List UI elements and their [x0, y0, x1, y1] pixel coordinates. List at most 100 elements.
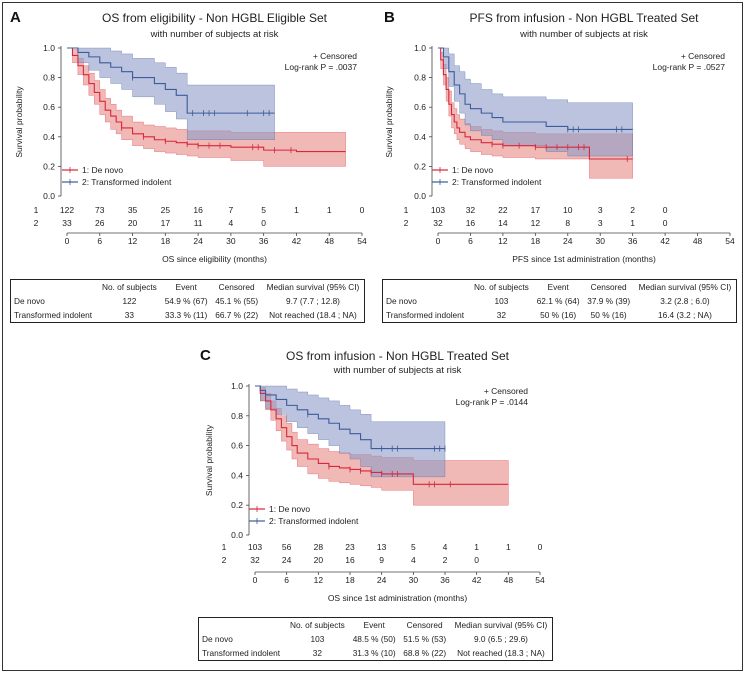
table-cell: 3.2 (2.8 ; 6.0): [660, 296, 710, 306]
table-cell: Not reached (18.3 ; NA): [457, 648, 545, 658]
at-risk-count: 1: [506, 542, 511, 552]
logrank-label: Log-rank P = .0144: [456, 397, 529, 407]
x-tick-label: 6: [97, 236, 102, 246]
y-tick-label: 0.4: [231, 470, 243, 480]
y-tick-label: 0.6: [231, 441, 243, 451]
at-risk-count: 73: [95, 205, 105, 215]
header-cell: [383, 280, 470, 294]
at-risk-group-id: 1: [34, 205, 39, 215]
at-risk-count: 103: [248, 542, 262, 552]
x-tick-label: 24: [563, 236, 573, 246]
table-cell: 51.5 % (53): [403, 634, 447, 644]
x-tick-label: 48: [324, 236, 334, 246]
at-risk-count: 12: [531, 218, 541, 228]
x-tick-label: 36: [628, 236, 638, 246]
header-cell: [11, 280, 98, 294]
panel-letter: B: [384, 9, 395, 26]
at-risk-count: 9: [379, 555, 384, 565]
summary-table-a: No. of subjects Event Censored Median su…: [10, 279, 365, 323]
chart-panel-c: C OS from infusion - Non HGBL Treated Set…: [200, 347, 545, 603]
at-risk-count: 1: [327, 205, 332, 215]
header-cell: Censored: [218, 282, 255, 292]
at-risk-count: 0: [360, 205, 365, 215]
x-tick-label: 36: [259, 236, 269, 246]
header-cell: Censored: [590, 282, 627, 292]
header-cell: [199, 618, 286, 632]
table-cell: 45.1 % (55): [215, 296, 259, 306]
table-cell: 9.0 (6.5 ; 29.6): [473, 634, 528, 644]
at-risk-count: 5: [411, 542, 416, 552]
legend-label: 2: Transformed indolent: [82, 177, 172, 187]
table-cell: 31.3 % (10): [352, 648, 396, 658]
table-cell: 50 % (16): [540, 310, 577, 320]
at-risk-count: 22: [498, 205, 508, 215]
legend-label: 2: Transformed indolent: [269, 516, 359, 526]
x-tick-label: 30: [226, 236, 236, 246]
table-cell: 32: [496, 310, 507, 320]
x-tick-label: 42: [660, 236, 670, 246]
header-cell: No. of subjects: [101, 282, 157, 292]
at-risk-count: 28: [314, 542, 324, 552]
table-cell: 66.7 % (22): [215, 310, 259, 320]
table-cell: 50 % (16): [590, 310, 627, 320]
table-cell: 33: [124, 310, 135, 320]
at-risk-count: 1: [294, 205, 299, 215]
table-row: De novo 103 62.1 % (64) 37.9 % (39) 3.2 …: [383, 294, 736, 308]
chart-subtitle: with number of subjects at risk: [519, 29, 648, 40]
x-tick-label: 12: [128, 236, 138, 246]
legend-label: 1: De novo: [82, 165, 123, 175]
summary-header-row: No. of subjects Event Censored Median su…: [199, 618, 552, 632]
y-tick-label: 0.6: [414, 102, 426, 112]
panel-letter: C: [200, 347, 211, 364]
at-risk-group-id: 1: [404, 205, 409, 215]
at-risk-count: 35: [128, 205, 138, 215]
x-tick-label: 12: [498, 236, 508, 246]
header-cell: Median survival (95% CI): [454, 620, 548, 630]
at-risk-count: 56: [282, 542, 292, 552]
at-risk-count: 20: [314, 555, 324, 565]
table-cell: 54.9 % (67): [164, 296, 208, 306]
table-cell: 37.9 % (39): [587, 296, 631, 306]
y-tick-label: 1.0: [414, 43, 426, 53]
at-risk-count: 7: [229, 205, 234, 215]
header-cell: No. of subjects: [289, 620, 345, 630]
x-tick-label: 6: [468, 236, 473, 246]
table-row: De novo 103 48.5 % (50) 51.5 % (53) 9.0 …: [199, 632, 552, 646]
x-tick-label: 24: [193, 236, 203, 246]
x-tick-label: 30: [595, 236, 605, 246]
x-tick-label: 6: [284, 575, 289, 585]
at-risk-count: 2: [443, 555, 448, 565]
at-risk-count: 1: [630, 218, 635, 228]
at-risk-count: 4: [411, 555, 416, 565]
x-axis-label: OS since 1st administration (months): [328, 593, 468, 603]
at-risk-count: 0: [261, 218, 266, 228]
censored-legend-label: + Censored: [484, 386, 528, 396]
at-risk-count: 23: [345, 542, 355, 552]
y-tick-label: 0.4: [414, 132, 426, 142]
x-axis-label: PFS since 1st administration (months): [512, 254, 656, 264]
y-axis-label: Survival probability: [384, 86, 394, 158]
logrank-label: Log-rank P = .0527: [653, 62, 726, 72]
chart-title: PFS from infusion - Non HGBL Treated Set: [470, 11, 700, 25]
at-risk-count: 32: [250, 555, 260, 565]
table-cell: Transformed indolent: [202, 648, 281, 658]
at-risk-count: 0: [663, 218, 668, 228]
summary-header-row: No. of subjects Event Censored Median su…: [383, 280, 736, 294]
km-curve-de-novo: [67, 47, 346, 153]
x-tick-label: 24: [377, 575, 387, 585]
at-risk-count: 16: [193, 205, 203, 215]
table-cell: 103: [310, 634, 325, 644]
at-risk-count: 32: [466, 205, 476, 215]
at-risk-count: 0: [663, 205, 668, 215]
x-tick-label: 30: [409, 575, 419, 585]
at-risk-count: 8: [565, 218, 570, 228]
chart-panel-a: A OS from eligibility - Non HGBL Eligible…: [10, 9, 367, 264]
chart-title: OS from infusion - Non HGBL Treated Set: [286, 349, 510, 363]
table-cell: Transformed indolent: [386, 310, 465, 320]
legend-label: 1: De novo: [452, 165, 493, 175]
at-risk-count: 32: [433, 218, 443, 228]
km-curve-transformed: [255, 385, 445, 450]
x-axis-label: OS since eligibility (months): [162, 254, 267, 264]
